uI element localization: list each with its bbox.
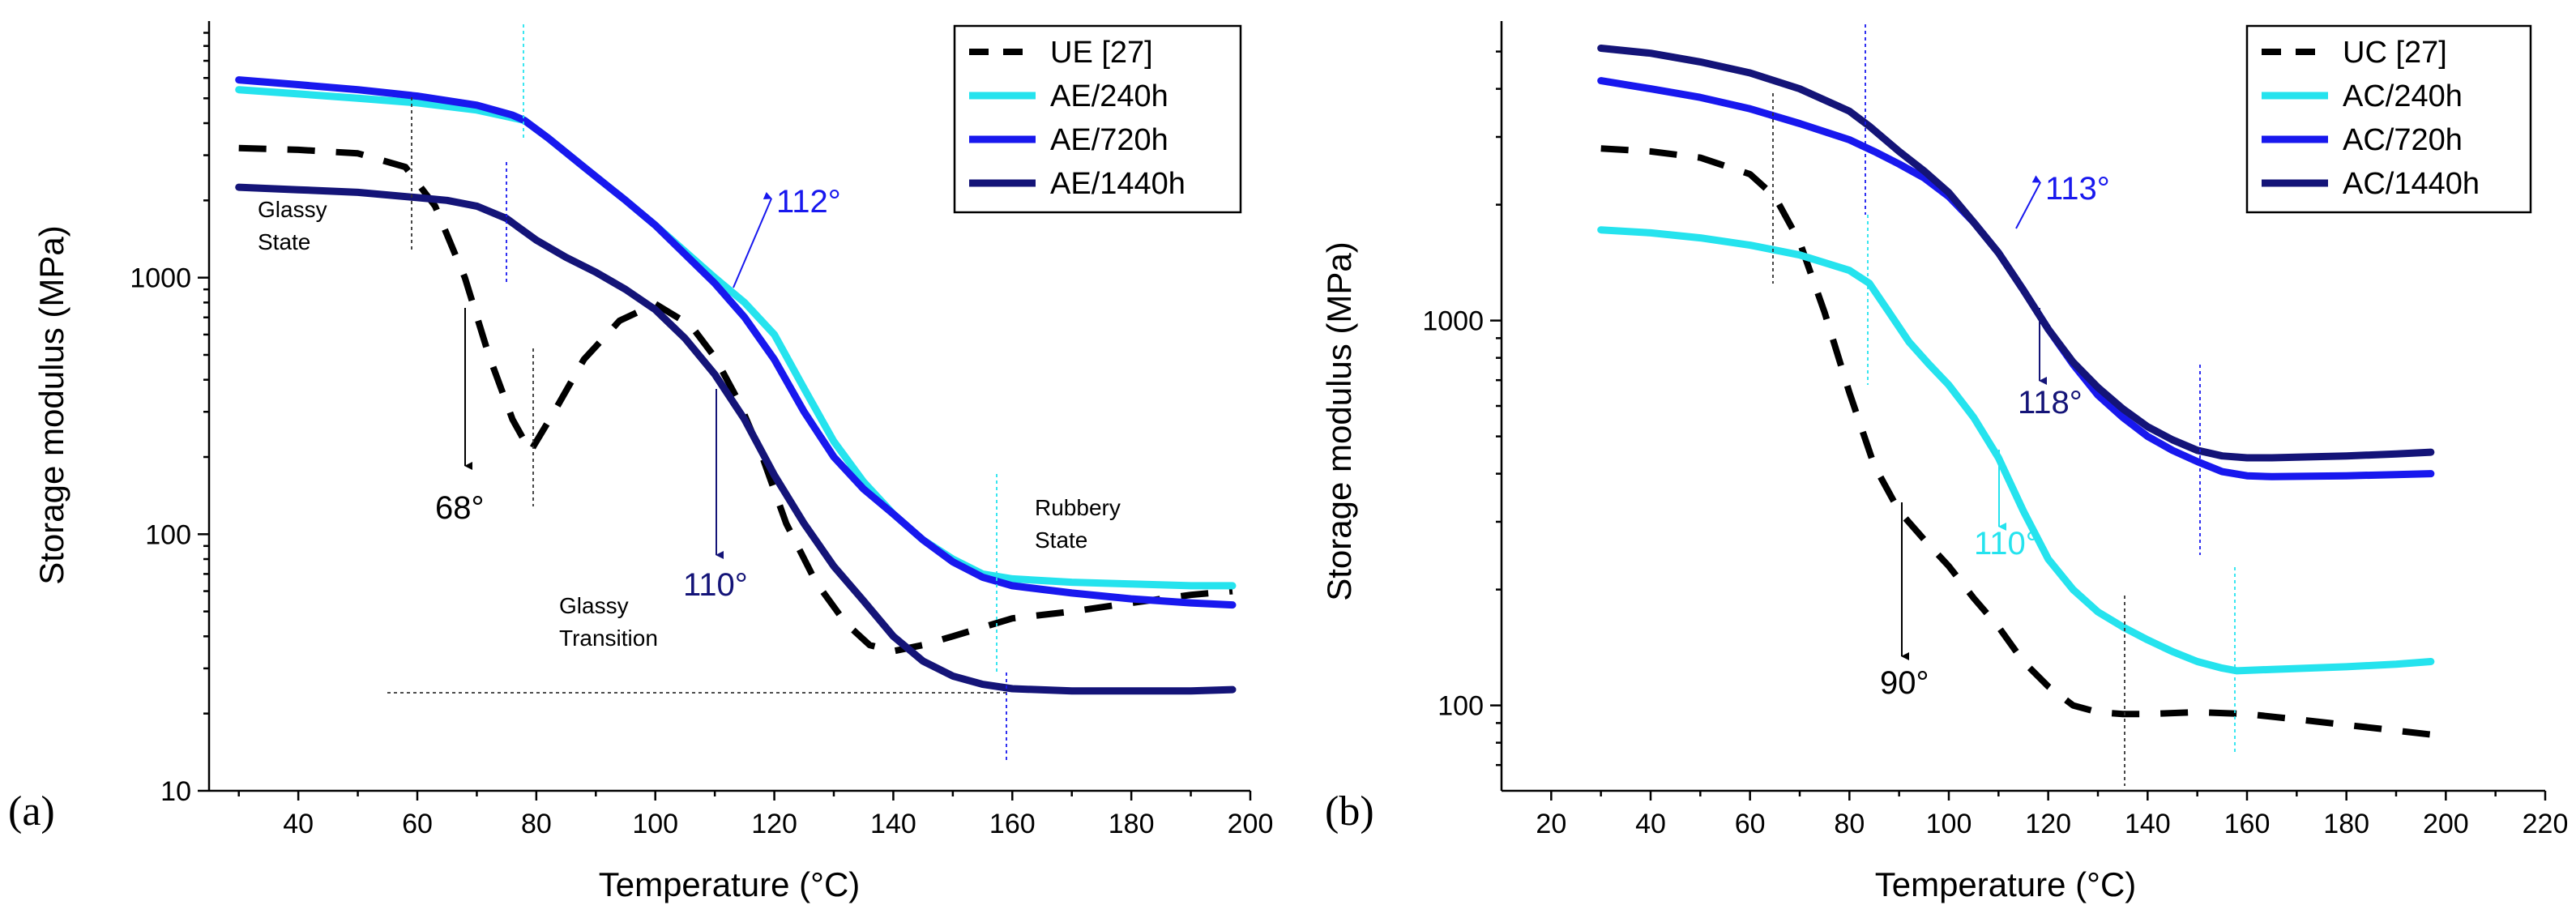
legend-label: UC [27] bbox=[2343, 36, 2447, 70]
legend-label: AC/240h bbox=[2343, 79, 2463, 113]
panel-b: 20 40 60 80 100 120 140 160 180 200 220 100 1000 90°… bbox=[1320, 21, 2568, 903]
series-line-ue-27 bbox=[238, 144, 1233, 655]
x-tick-label: 140 bbox=[870, 809, 916, 839]
annotation-glassy-transition-line2: Transition bbox=[559, 626, 658, 651]
series-line-ac-1440h bbox=[1597, 45, 2435, 462]
x-tick-label: 40 bbox=[283, 809, 314, 839]
arrow-113 bbox=[2015, 175, 2041, 229]
x-axis-title-b: Temperature (°C) bbox=[1875, 865, 2137, 903]
x-tick-label: 120 bbox=[2025, 809, 2071, 839]
x-tick-label: 120 bbox=[751, 809, 797, 839]
x-tick-label: 60 bbox=[1735, 809, 1766, 839]
annotation-angle-110-b: 110° bbox=[1974, 526, 2039, 561]
annotation-glassy-state-line2: State bbox=[258, 229, 310, 254]
series-line-uc-27 bbox=[1600, 145, 2432, 738]
y-tick-label: 100 bbox=[145, 519, 191, 550]
x-tick-label: 180 bbox=[1109, 809, 1155, 839]
x-tick-label: 220 bbox=[2523, 809, 2569, 839]
annotation-glassy-state-line1: Glassy bbox=[258, 197, 327, 222]
y-tick-label: 1000 bbox=[130, 263, 191, 294]
y-tick-label: 100 bbox=[1438, 691, 1484, 722]
legend-label: AC/1440h bbox=[2343, 167, 2480, 201]
x-tick-label: 180 bbox=[2323, 809, 2369, 839]
legend-label: AE/240h bbox=[1050, 79, 1168, 113]
x-tick-label: 20 bbox=[1536, 809, 1566, 839]
annotation-angle-68: 68° bbox=[435, 490, 485, 526]
annotation-angle-110-a: 110° bbox=[683, 567, 748, 603]
x-tick-label: 160 bbox=[989, 809, 1036, 839]
annotation-glassy-transition-line1: Glassy bbox=[559, 593, 629, 618]
series-line-ae-1440h bbox=[235, 183, 1237, 695]
panel-label-a: (a) bbox=[8, 788, 55, 835]
x-tick-label: 80 bbox=[1834, 809, 1865, 839]
x-tick-label: 140 bbox=[2125, 809, 2171, 839]
series-line-ac-240h bbox=[1597, 226, 2435, 675]
y-axis-title-b: Storage modulus (MPa) bbox=[1320, 241, 1358, 601]
panel-a: 40 60 80 100 120 140 160 180 200 10 100 1000 Glassy… bbox=[8, 21, 1273, 903]
x-tick-label: 160 bbox=[2224, 809, 2271, 839]
legend-label: AE/720h bbox=[1050, 123, 1168, 157]
y-axis-title-a: Storage modulus (MPa) bbox=[32, 225, 70, 585]
series-line-ae-240h bbox=[235, 86, 1237, 590]
legend-label: UE [27] bbox=[1050, 36, 1153, 70]
annotation-angle-113: 113° bbox=[2045, 171, 2110, 207]
arrow-112 bbox=[733, 191, 772, 288]
y-tick-label: 1000 bbox=[1422, 306, 1484, 337]
x-tick-label: 60 bbox=[402, 809, 433, 839]
x-tick-label: 200 bbox=[1228, 809, 1274, 839]
annotation-rubbery-state-line2: State bbox=[1035, 527, 1087, 553]
x-tick-label: 80 bbox=[521, 809, 552, 839]
x-tick-label: 40 bbox=[1635, 809, 1666, 839]
x-tick-label: 100 bbox=[632, 809, 678, 839]
x-tick-label: 100 bbox=[1926, 809, 1972, 839]
panel-label-b: (b) bbox=[1325, 788, 1374, 835]
annotation-angle-90: 90° bbox=[1880, 665, 1929, 701]
annotation-rubbery-state-line1: Rubbery bbox=[1035, 495, 1121, 520]
legend-a: UE [27] AE/240h AE/720h AE/1440h bbox=[953, 24, 1242, 214]
annotation-angle-112: 112° bbox=[776, 184, 841, 220]
legend-label: AE/1440h bbox=[1050, 167, 1185, 201]
y-tick-label: 10 bbox=[160, 776, 191, 807]
series-line-ae-720h bbox=[235, 76, 1237, 609]
legend-b: UC [27] AC/240h AC/720h AC/1440h bbox=[2245, 24, 2532, 214]
x-axis-title-a: Temperature (°C) bbox=[599, 865, 861, 903]
x-tick-label: 200 bbox=[2423, 809, 2469, 839]
legend-label: AC/720h bbox=[2343, 123, 2463, 157]
annotation-angle-118: 118° bbox=[2018, 385, 2083, 421]
